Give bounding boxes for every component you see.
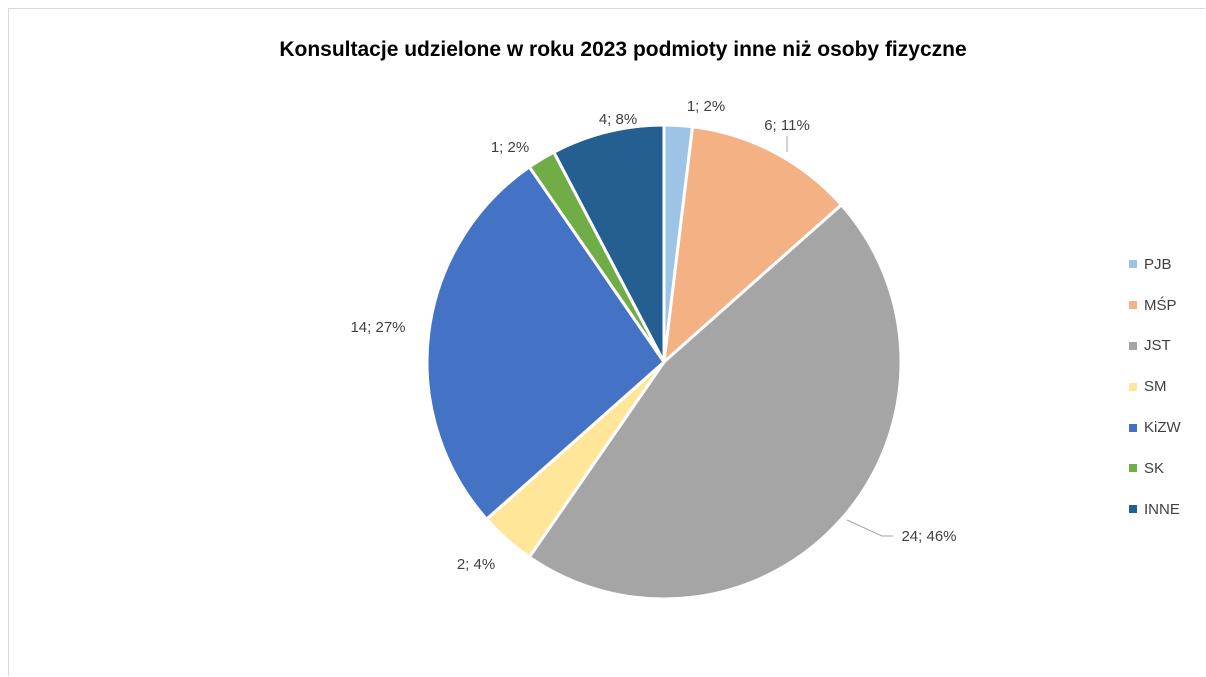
legend-swatch: [1129, 464, 1137, 473]
legend-swatch: [1129, 423, 1137, 432]
data-label-sk: 1; 2%: [491, 139, 529, 156]
pie-slice-jst: [527, 202, 903, 601]
legend-label: PJB: [1144, 255, 1172, 273]
leader-line-jst: [846, 519, 893, 537]
legend-item-inne: INNE: [1129, 489, 1181, 530]
legend-item-jst: JST: [1129, 326, 1181, 367]
legend-item-sm: SM: [1129, 366, 1181, 407]
legend-label: SM: [1144, 378, 1167, 396]
data-label-jst: 24; 46%: [901, 528, 956, 545]
pie-slice-inne: [551, 123, 666, 363]
legend-swatch: [1129, 505, 1137, 514]
data-label-pjb: 1; 2%: [687, 98, 725, 115]
legend-item-sk: SK: [1129, 448, 1181, 489]
chart-title: Konsultacje udzielone w roku 2023 podmio…: [279, 38, 967, 61]
chart-legend: PJB MŚP JST SM KiZW SK INNE: [1129, 244, 1181, 530]
legend-label: INNE: [1144, 500, 1180, 518]
legend-label: KiZW: [1144, 419, 1181, 437]
data-label-kizw: 14; 27%: [350, 319, 405, 336]
legend-item-mśp: MŚP: [1129, 285, 1181, 326]
legend-label: JST: [1144, 337, 1171, 355]
legend-label: MŚP: [1144, 296, 1177, 314]
pie-slice-mśp: [662, 125, 844, 366]
data-label-mśp: 6; 11%: [764, 117, 810, 134]
legend-swatch: [1129, 382, 1137, 391]
pie-slice-kizw: [425, 164, 666, 522]
legend-item-pjb: PJB: [1129, 244, 1181, 285]
legend-item-kizw: KiZW: [1129, 407, 1181, 448]
data-label-inne: 4; 8%: [599, 111, 637, 128]
chart-frame: [8, 8, 1205, 676]
legend-swatch: [1129, 260, 1137, 269]
legend-swatch: [1129, 341, 1137, 350]
legend-swatch: [1129, 301, 1137, 310]
legend-label: SK: [1144, 459, 1165, 477]
data-label-sm: 2; 4%: [457, 556, 495, 573]
